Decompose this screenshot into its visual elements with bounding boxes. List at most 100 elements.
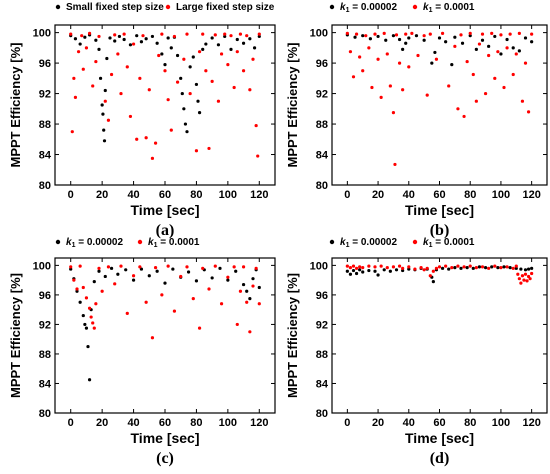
data-point-red bbox=[434, 266, 439, 270]
data-point-black bbox=[453, 265, 457, 270]
legend-subscript: 1 bbox=[72, 242, 76, 249]
data-point-red bbox=[229, 34, 233, 38]
x-tick-label: 60 bbox=[159, 417, 171, 429]
data-point-red bbox=[91, 321, 95, 325]
data-point-red bbox=[257, 32, 261, 36]
data-point-red bbox=[422, 34, 426, 38]
data-point-red bbox=[116, 52, 120, 56]
data-point-red bbox=[471, 72, 475, 77]
y-tick-label: 92 bbox=[39, 319, 51, 331]
x-tick-label: 80 bbox=[190, 189, 202, 201]
data-point-red bbox=[223, 32, 227, 36]
x-tick-label: 20 bbox=[96, 189, 108, 201]
data-point-black bbox=[109, 266, 114, 270]
y-tick-label: 96 bbox=[316, 58, 328, 70]
legend-marker bbox=[55, 4, 61, 10]
data-point-black bbox=[124, 268, 128, 272]
y-tick-label: 84 bbox=[316, 378, 329, 390]
data-point-black bbox=[505, 37, 509, 42]
legend-label: k1 = 0.0001 bbox=[423, 2, 475, 14]
y-axis-title: MPPT Efficiency [%] bbox=[285, 273, 300, 398]
data-point-red bbox=[248, 330, 252, 334]
data-point-red bbox=[70, 130, 74, 134]
data-point-red bbox=[160, 293, 164, 297]
data-point-red bbox=[235, 50, 239, 54]
data-point-red bbox=[490, 31, 494, 35]
data-point-red bbox=[373, 32, 377, 36]
data-point-black bbox=[376, 273, 380, 277]
data-point-black bbox=[348, 272, 353, 276]
data-point-red bbox=[204, 69, 208, 73]
data-point-red bbox=[241, 265, 246, 269]
x-tick-label: 100 bbox=[219, 417, 237, 429]
data-point-black bbox=[75, 289, 79, 293]
x-tick-label: 80 bbox=[464, 417, 476, 429]
data-point-red bbox=[248, 88, 252, 92]
data-point-black bbox=[499, 52, 503, 56]
data-point-red bbox=[232, 265, 236, 269]
data-point-black bbox=[155, 41, 159, 45]
y-axis-title: MPPT Efficiency [%] bbox=[285, 43, 300, 168]
legend-marker bbox=[55, 239, 61, 245]
legend-value: = 0.0001 bbox=[157, 237, 199, 248]
data-point-red bbox=[404, 32, 408, 36]
data-point-red bbox=[257, 302, 261, 306]
x-tick-label: 120 bbox=[250, 189, 268, 201]
data-point-red bbox=[516, 272, 520, 276]
data-point-red bbox=[382, 31, 386, 35]
x-tick-label: 0 bbox=[344, 189, 350, 201]
data-point-black bbox=[480, 38, 485, 42]
legend-label: Large fixed step size bbox=[176, 2, 275, 13]
data-point-black bbox=[131, 278, 136, 282]
y-tick-label: 84 bbox=[316, 150, 329, 162]
data-point-red bbox=[175, 80, 180, 84]
data-point-black bbox=[87, 378, 92, 382]
data-point-red bbox=[514, 264, 518, 268]
data-point-black bbox=[453, 35, 457, 39]
data-point-black bbox=[487, 44, 491, 48]
data-point-black bbox=[257, 34, 261, 39]
data-point-red bbox=[462, 114, 466, 119]
data-point-red bbox=[150, 156, 155, 160]
data-point-black bbox=[351, 268, 356, 273]
data-point-red bbox=[131, 274, 136, 278]
data-point-black bbox=[407, 36, 411, 40]
legend-label: k1 = 0.0001 bbox=[423, 237, 475, 249]
data-point-black bbox=[468, 34, 472, 38]
plot-frame bbox=[331, 257, 548, 414]
data-point-black bbox=[391, 34, 396, 38]
data-point-red bbox=[89, 315, 93, 319]
data-point-black bbox=[523, 268, 528, 272]
data-point-red bbox=[251, 284, 255, 288]
y-tick-label: 84 bbox=[39, 150, 52, 162]
y-tick-label: 92 bbox=[39, 89, 51, 101]
data-point-black bbox=[252, 46, 257, 50]
data-point-red bbox=[434, 57, 439, 61]
x-tick-label: 80 bbox=[190, 417, 202, 429]
data-point-red bbox=[122, 32, 126, 36]
data-point-red bbox=[419, 265, 423, 270]
x-tick-label: 40 bbox=[403, 189, 415, 201]
data-point-red bbox=[163, 69, 167, 73]
data-point-red bbox=[493, 76, 497, 80]
x-axis-title: Time [sec] bbox=[131, 202, 200, 218]
data-point-red bbox=[232, 85, 236, 90]
legend-value: = 0.00002 bbox=[75, 237, 123, 248]
data-point-red bbox=[453, 44, 457, 48]
data-point-red bbox=[345, 264, 349, 268]
data-point-red bbox=[219, 52, 224, 56]
data-point-black bbox=[407, 267, 411, 271]
data-point-black bbox=[186, 270, 191, 274]
plot-frame bbox=[54, 257, 276, 414]
data-point-red bbox=[401, 88, 405, 92]
y-tick-label: 80 bbox=[39, 180, 51, 192]
y-tick-label: 96 bbox=[316, 290, 328, 302]
legend-label: Small fixed step size bbox=[66, 2, 164, 13]
data-point-red bbox=[376, 57, 380, 61]
data-point-black bbox=[440, 266, 445, 270]
data-point-red bbox=[468, 31, 472, 35]
data-point-black bbox=[100, 103, 104, 107]
data-point-black bbox=[92, 280, 96, 284]
data-point-black bbox=[401, 268, 405, 273]
data-point-black bbox=[169, 46, 173, 50]
